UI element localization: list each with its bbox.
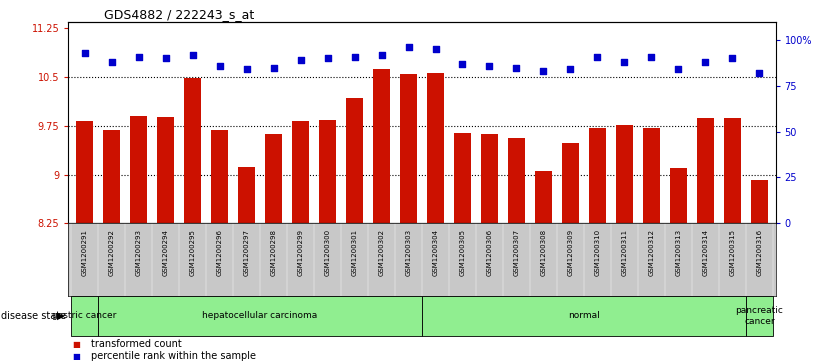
- Bar: [616, 125, 632, 223]
- Text: GSM1200308: GSM1200308: [540, 229, 546, 276]
- Point: [348, 54, 361, 60]
- Text: GSM1200309: GSM1200309: [567, 229, 574, 276]
- Bar: [265, 134, 282, 223]
- Text: GSM1200303: GSM1200303: [405, 229, 411, 276]
- Point: [213, 63, 226, 69]
- Bar: [455, 133, 470, 223]
- Point: [105, 59, 118, 65]
- Text: GSM1200312: GSM1200312: [649, 229, 655, 276]
- Point: [645, 54, 658, 60]
- Bar: [103, 130, 119, 223]
- Point: [186, 52, 199, 58]
- Text: GSM1200307: GSM1200307: [514, 229, 520, 276]
- Text: ▶: ▶: [57, 311, 64, 321]
- Text: pancreatic
cancer: pancreatic cancer: [736, 306, 783, 326]
- Bar: [130, 116, 147, 223]
- Bar: [184, 78, 201, 223]
- Point: [699, 59, 712, 65]
- Text: disease state: disease state: [1, 311, 66, 321]
- Bar: [158, 117, 173, 223]
- Text: GSM1200291: GSM1200291: [82, 229, 88, 276]
- Text: GSM1200293: GSM1200293: [136, 229, 142, 276]
- Text: normal: normal: [568, 311, 600, 320]
- Point: [240, 66, 254, 72]
- Text: GSM1200313: GSM1200313: [676, 229, 681, 276]
- Text: GSM1200314: GSM1200314: [702, 229, 708, 276]
- Text: transformed count: transformed count: [91, 339, 182, 349]
- Bar: [374, 69, 389, 223]
- Bar: [751, 180, 767, 223]
- Text: GSM1200296: GSM1200296: [217, 229, 223, 276]
- Point: [537, 68, 550, 74]
- Text: GSM1200295: GSM1200295: [189, 229, 195, 276]
- Point: [564, 66, 577, 72]
- Text: ■: ■: [73, 352, 80, 361]
- Bar: [671, 168, 686, 223]
- Text: GSM1200302: GSM1200302: [379, 229, 384, 276]
- Bar: [212, 130, 228, 223]
- Point: [294, 57, 307, 63]
- Bar: [427, 73, 444, 223]
- Bar: [725, 118, 741, 223]
- Point: [321, 56, 334, 61]
- Bar: [239, 167, 254, 223]
- Bar: [71, 296, 98, 336]
- Bar: [509, 138, 525, 223]
- Bar: [346, 98, 363, 223]
- Text: GSM1200310: GSM1200310: [595, 229, 600, 276]
- Text: GSM1200292: GSM1200292: [108, 229, 114, 276]
- Point: [618, 59, 631, 65]
- Point: [402, 45, 415, 50]
- Bar: [697, 118, 714, 223]
- Point: [374, 52, 388, 58]
- Point: [78, 50, 91, 56]
- Text: GSM1200301: GSM1200301: [351, 229, 358, 276]
- Text: GSM1200315: GSM1200315: [730, 229, 736, 276]
- Point: [483, 63, 496, 69]
- Bar: [400, 74, 417, 223]
- Bar: [590, 128, 605, 223]
- Text: GSM1200298: GSM1200298: [270, 229, 277, 276]
- Text: GDS4882 / 222243_s_at: GDS4882 / 222243_s_at: [103, 8, 254, 21]
- Bar: [562, 143, 579, 223]
- Bar: [535, 171, 551, 223]
- Point: [267, 65, 280, 70]
- Bar: [481, 134, 498, 223]
- Text: percentile rank within the sample: percentile rank within the sample: [91, 351, 256, 362]
- Text: GSM1200294: GSM1200294: [163, 229, 168, 276]
- Text: GSM1200306: GSM1200306: [486, 229, 493, 276]
- Text: GSM1200311: GSM1200311: [621, 229, 627, 276]
- Bar: [746, 296, 773, 336]
- Text: hepatocellular carcinoma: hepatocellular carcinoma: [203, 311, 318, 320]
- Point: [726, 56, 739, 61]
- Point: [429, 46, 442, 52]
- Text: GSM1200300: GSM1200300: [324, 229, 330, 276]
- Bar: [422, 296, 746, 336]
- Text: ■: ■: [73, 340, 80, 348]
- Text: GSM1200299: GSM1200299: [298, 229, 304, 276]
- Point: [510, 65, 523, 70]
- Bar: [643, 128, 660, 223]
- Bar: [293, 121, 309, 223]
- Bar: [319, 120, 335, 223]
- Point: [159, 56, 173, 61]
- Bar: [77, 121, 93, 223]
- Text: gastric cancer: gastric cancer: [53, 311, 117, 320]
- Point: [753, 70, 766, 76]
- Point: [456, 61, 470, 67]
- Text: GSM1200297: GSM1200297: [244, 229, 249, 276]
- Point: [590, 54, 604, 60]
- Text: GSM1200304: GSM1200304: [433, 229, 439, 276]
- Text: GSM1200305: GSM1200305: [460, 229, 465, 276]
- Bar: [98, 296, 422, 336]
- Text: GSM1200316: GSM1200316: [756, 229, 762, 276]
- Point: [671, 66, 685, 72]
- Point: [132, 54, 145, 60]
